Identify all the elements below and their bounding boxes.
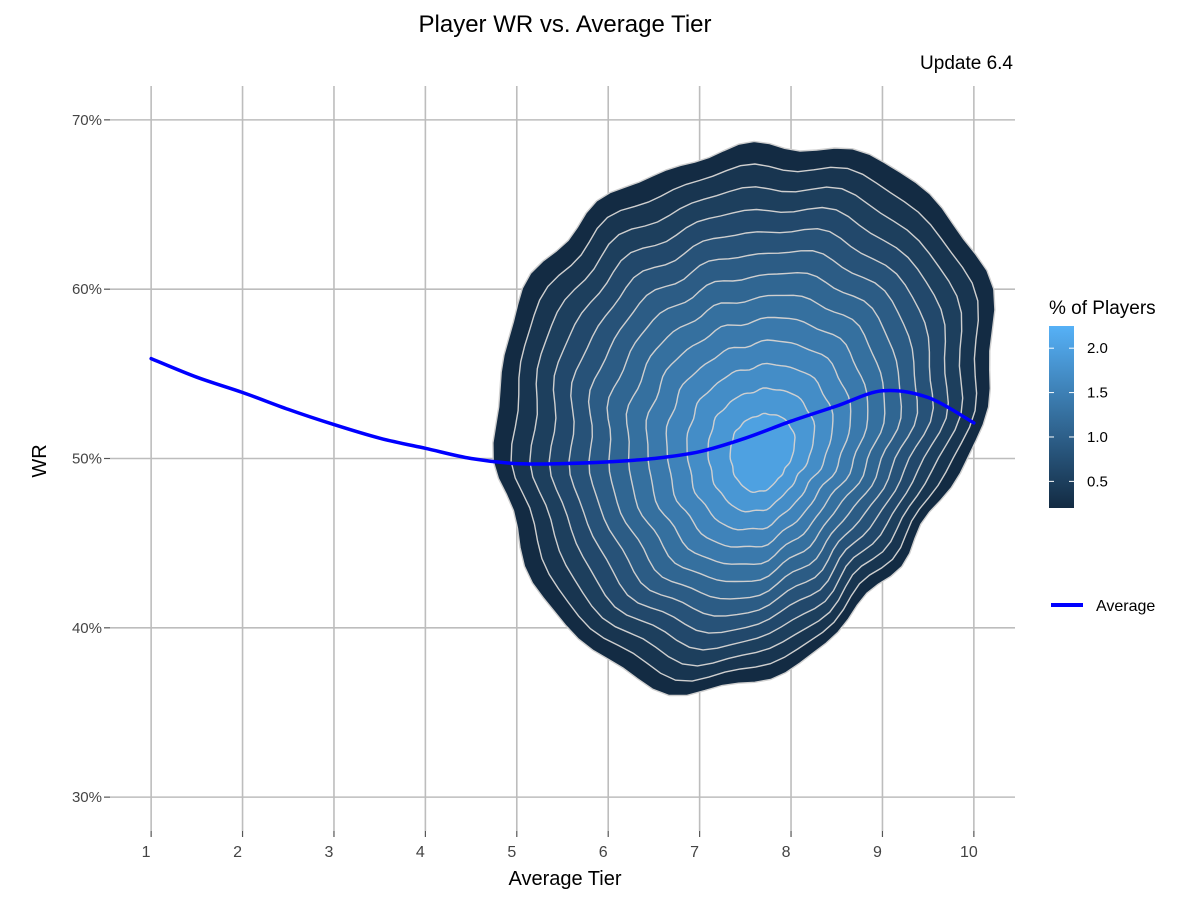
x-tick-label: 7 bbox=[690, 844, 699, 861]
y-tick-label: 60% bbox=[72, 281, 102, 298]
x-tick-label: 9 bbox=[873, 844, 882, 861]
colorbar-tick-label: 1.0 bbox=[1087, 429, 1108, 446]
y-tick-label: 50% bbox=[72, 451, 102, 468]
axis-layer: 1 2 3 4 5 6 7 8 9 10 30% 40% 50% 60% 70% bbox=[72, 112, 978, 861]
density-layer bbox=[492, 140, 996, 697]
colorbar-tick-label: 2.0 bbox=[1087, 340, 1108, 357]
x-tick-label: 4 bbox=[416, 844, 425, 861]
x-axis-label: Average Tier bbox=[508, 868, 621, 890]
line-layer bbox=[149, 356, 976, 466]
colorbar-ticks: 0.5 1.0 1.5 2.0 bbox=[1049, 340, 1108, 490]
y-axis-label: WR bbox=[29, 444, 51, 477]
chart-title: Player WR vs. Average Tier bbox=[419, 11, 712, 38]
fill-legend-title: % of Players bbox=[1049, 298, 1156, 319]
density-contour-band bbox=[729, 412, 796, 494]
x-tick-label: 3 bbox=[325, 844, 334, 861]
colorbar-tick-label: 0.5 bbox=[1087, 473, 1108, 490]
average-line bbox=[149, 356, 976, 466]
x-tick-label: 1 bbox=[142, 844, 151, 861]
colorbar-tick-label: 1.5 bbox=[1087, 385, 1108, 402]
fill-legend: % of Players 0.5 1.0 1.5 2.0 bbox=[1049, 298, 1156, 508]
chart-subtitle: Update 6.4 bbox=[920, 53, 1013, 74]
x-tick-label: 10 bbox=[960, 844, 978, 861]
y-tick-label: 70% bbox=[72, 112, 102, 129]
line-legend: Average bbox=[1051, 598, 1155, 615]
y-tick-label: 30% bbox=[72, 789, 102, 806]
x-tick-label: 6 bbox=[599, 844, 608, 861]
x-tick-label: 8 bbox=[782, 844, 791, 861]
x-tick-label: 5 bbox=[507, 844, 516, 861]
x-tick-label: 2 bbox=[233, 844, 242, 861]
line-legend-label: Average bbox=[1096, 598, 1155, 615]
y-tick-label: 40% bbox=[72, 620, 102, 637]
colorbar bbox=[1049, 326, 1074, 508]
